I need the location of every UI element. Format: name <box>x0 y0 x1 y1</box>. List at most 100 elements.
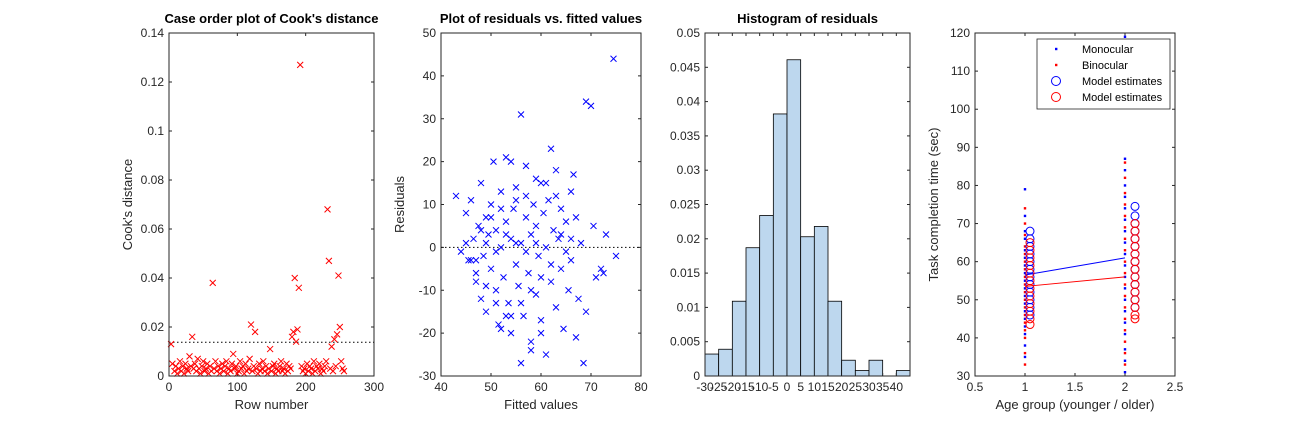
x-marker-point <box>610 55 617 63</box>
x-marker-point <box>497 325 505 333</box>
x-marker-point <box>255 360 263 368</box>
x-marker-point <box>462 209 470 217</box>
legend-entry-label: Model estimates <box>1082 92 1163 104</box>
y-tick-label: 0.06 <box>141 222 165 236</box>
x-marker-point <box>560 325 567 333</box>
x-marker-point <box>340 367 348 375</box>
chart-title: Case order plot of Cook's distance <box>164 11 378 26</box>
x-tick-label: -10 <box>751 380 769 394</box>
y-tick-label: -30 <box>419 369 437 383</box>
x-marker-point <box>477 295 485 303</box>
x-marker-point <box>467 256 475 264</box>
legend-box <box>1036 38 1171 110</box>
x-marker-point <box>336 323 344 331</box>
x-tick-label: 80 <box>634 380 648 394</box>
x-marker-point <box>497 244 505 251</box>
x-marker-point <box>337 357 345 365</box>
y-axis-label: Task completion time (sec) <box>926 128 941 282</box>
dot-marker-point <box>1123 161 1127 164</box>
y-tick-label: 0.08 <box>141 173 165 187</box>
x-marker-point <box>276 362 284 370</box>
x-marker-point <box>209 279 217 287</box>
dot-marker-point <box>1023 275 1027 279</box>
dot-marker-point <box>1023 336 1027 340</box>
x-tick-label: 0 <box>784 380 791 394</box>
x-marker-point <box>512 183 520 191</box>
x-marker-point <box>517 239 525 247</box>
axes-box <box>440 32 642 377</box>
x-marker-point <box>294 326 301 333</box>
dot-marker-point <box>1123 310 1127 313</box>
y-tick-label: 50 <box>957 293 971 307</box>
x-marker-point <box>322 357 330 365</box>
x-marker-point <box>472 256 480 264</box>
x-marker-point <box>550 226 557 234</box>
y-tick-label: 0.01 <box>677 300 701 314</box>
dot-marker-point <box>1023 214 1027 218</box>
circle-marker-point <box>1130 314 1140 324</box>
x-marker-point <box>477 226 485 234</box>
dot-marker-point <box>1123 214 1127 218</box>
x-tick-label: 300 <box>364 380 384 394</box>
panel-1: 0 100 200 300 0 0.02 0.04 0.06 0.08 0.1 0.12 0.14Ca… <box>120 11 384 412</box>
x-marker-point <box>510 205 517 213</box>
dot-marker-point <box>1023 283 1027 286</box>
legend-entry-label: Model estimates <box>1082 76 1163 88</box>
x-marker-point <box>557 231 565 238</box>
x-marker-point <box>527 231 535 238</box>
x-marker-point <box>527 346 535 354</box>
dot-marker-point <box>1023 233 1027 237</box>
x-marker-point <box>500 274 507 281</box>
histogram-bar <box>772 113 788 377</box>
y-tick-label: 50 <box>423 26 437 40</box>
dot-marker-point <box>1023 321 1027 324</box>
x-marker-point <box>472 269 480 277</box>
x-marker-point <box>206 362 214 370</box>
x-marker-point <box>221 362 229 370</box>
x-marker-point <box>542 244 550 251</box>
dot-marker-point <box>1123 351 1127 355</box>
y-tick-label: 0 <box>693 369 700 383</box>
x-marker-point <box>462 239 470 247</box>
y-tick-label: 0.005 <box>670 335 700 349</box>
x-marker-point <box>555 235 562 243</box>
x-marker-point <box>562 218 570 226</box>
x-ticks: 0 100 200 300 <box>166 33 384 394</box>
dot-marker-point <box>1123 195 1127 199</box>
x-tick-label: 0.5 <box>967 380 984 394</box>
data-layer <box>1023 35 1140 374</box>
legend-circle-marker <box>1051 92 1061 102</box>
dot-marker-point <box>1123 359 1127 362</box>
y-tick-label: 40 <box>423 69 437 83</box>
x-tick-label: 25 <box>849 380 863 394</box>
x-marker-point <box>328 343 335 350</box>
dot-marker-point <box>1123 184 1127 187</box>
x-marker-point <box>280 365 288 373</box>
dot-marker-point <box>1023 329 1027 332</box>
x-marker-point <box>199 357 207 365</box>
x-marker-point <box>277 357 285 365</box>
x-tick-label: 100 <box>227 380 247 394</box>
x-tick-label: 1.5 <box>1067 380 1084 394</box>
dot-marker-point <box>1123 218 1127 221</box>
series-4 <box>1024 219 1140 330</box>
x-marker-point <box>515 282 522 290</box>
histogram-bar <box>718 348 733 377</box>
x-marker-point <box>475 222 482 230</box>
x-marker-point <box>575 295 582 303</box>
dot-marker-point <box>1023 363 1027 366</box>
x-marker-point <box>492 226 500 234</box>
x-marker-point <box>512 239 520 247</box>
x-marker-point <box>320 367 327 375</box>
legend-circle-marker <box>1051 76 1061 86</box>
x-marker-point <box>587 102 595 110</box>
dot-marker-point <box>1023 260 1027 263</box>
x-marker-point <box>287 365 294 373</box>
x-marker-point <box>532 291 540 298</box>
x-marker-point <box>495 321 502 328</box>
dot-marker-point <box>1123 241 1127 244</box>
y-tick-label: -20 <box>419 326 437 340</box>
x-marker-point <box>522 192 530 200</box>
x-marker-point <box>169 360 176 368</box>
x-tick-label: 2 <box>1122 380 1129 394</box>
